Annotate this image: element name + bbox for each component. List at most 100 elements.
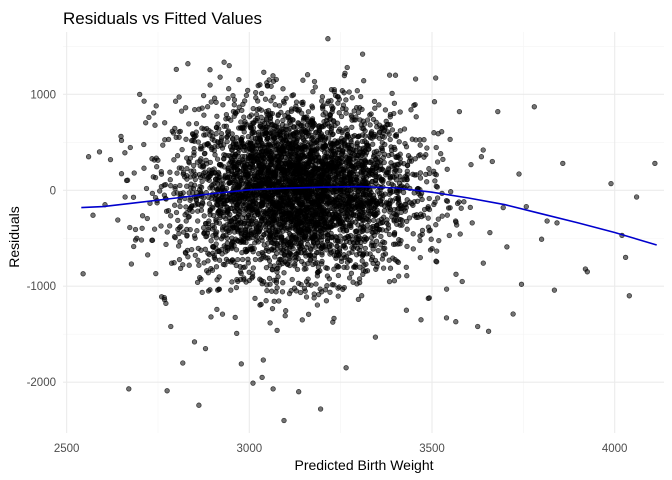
data-point bbox=[335, 272, 342, 279]
data-point bbox=[417, 193, 424, 199]
data-point bbox=[305, 276, 311, 282]
data-point bbox=[386, 191, 392, 197]
data-point bbox=[196, 171, 203, 178]
data-point bbox=[369, 254, 376, 260]
data-point bbox=[207, 212, 213, 218]
data-point bbox=[390, 241, 397, 247]
data-point bbox=[250, 274, 256, 280]
data-point bbox=[218, 131, 225, 137]
data-point bbox=[311, 78, 318, 85]
data-point bbox=[259, 201, 265, 207]
data-point bbox=[354, 88, 360, 94]
data-point bbox=[269, 157, 275, 164]
data-point bbox=[298, 145, 304, 151]
data-point bbox=[214, 229, 220, 235]
data-point bbox=[356, 194, 362, 200]
data-point bbox=[322, 137, 328, 144]
data-point bbox=[359, 125, 365, 131]
data-point bbox=[417, 237, 423, 244]
data-point bbox=[202, 150, 208, 157]
data-point bbox=[178, 165, 185, 171]
data-point bbox=[438, 151, 444, 157]
data-point bbox=[443, 286, 450, 292]
data-point bbox=[331, 158, 337, 164]
data-point bbox=[375, 247, 381, 254]
data-point bbox=[327, 171, 333, 177]
data-point bbox=[248, 125, 254, 131]
data-point bbox=[286, 290, 293, 297]
data-point bbox=[375, 218, 382, 224]
data-point bbox=[293, 222, 300, 228]
data-point bbox=[391, 100, 398, 106]
data-point bbox=[299, 235, 306, 241]
data-point bbox=[374, 264, 380, 270]
data-point bbox=[378, 233, 384, 240]
data-point bbox=[197, 146, 203, 152]
data-point bbox=[372, 334, 379, 340]
data-point bbox=[305, 260, 311, 267]
data-point bbox=[194, 279, 201, 286]
data-point bbox=[225, 152, 232, 159]
data-point bbox=[249, 130, 255, 136]
data-point bbox=[371, 149, 377, 155]
data-point bbox=[139, 225, 145, 231]
data-point bbox=[154, 164, 160, 170]
data-point bbox=[295, 229, 301, 236]
data-point bbox=[241, 114, 247, 120]
data-point bbox=[200, 164, 207, 170]
y-tick-label: 1000 bbox=[30, 89, 56, 101]
data-point bbox=[283, 95, 289, 102]
data-point bbox=[371, 98, 378, 105]
data-point bbox=[272, 135, 278, 141]
x-tick-label: 4000 bbox=[602, 443, 628, 455]
data-point bbox=[332, 210, 338, 216]
data-point bbox=[201, 213, 207, 219]
data-point bbox=[404, 243, 410, 250]
data-point bbox=[385, 225, 392, 231]
data-point bbox=[153, 155, 159, 161]
data-point bbox=[348, 112, 354, 118]
data-point bbox=[271, 298, 277, 304]
data-point bbox=[386, 180, 392, 186]
data-point bbox=[264, 282, 270, 288]
data-point bbox=[204, 104, 211, 110]
x-tick-label: 3500 bbox=[419, 443, 445, 455]
data-point bbox=[346, 223, 352, 229]
data-point bbox=[413, 137, 419, 143]
data-point bbox=[444, 212, 450, 218]
data-point bbox=[374, 124, 380, 130]
data-point bbox=[358, 169, 364, 175]
data-point bbox=[458, 205, 464, 211]
data-point bbox=[376, 150, 382, 157]
data-point bbox=[250, 249, 256, 255]
data-point bbox=[325, 36, 331, 42]
data-point bbox=[253, 89, 259, 96]
data-point bbox=[209, 136, 215, 142]
data-point bbox=[325, 194, 331, 200]
data-point bbox=[274, 146, 280, 152]
data-point bbox=[195, 201, 201, 208]
y-tick-label: -1000 bbox=[27, 281, 56, 293]
data-point bbox=[298, 250, 304, 256]
data-point bbox=[158, 223, 164, 229]
data-point bbox=[358, 243, 364, 250]
data-point bbox=[264, 137, 270, 143]
data-point bbox=[245, 134, 251, 140]
data-point bbox=[292, 255, 298, 261]
data-point bbox=[264, 83, 271, 89]
data-point bbox=[343, 365, 349, 371]
data-point bbox=[423, 171, 429, 178]
data-point bbox=[263, 227, 269, 233]
data-point bbox=[226, 86, 232, 92]
data-point bbox=[453, 319, 459, 325]
data-point bbox=[183, 136, 189, 142]
data-point bbox=[167, 223, 173, 229]
data-point bbox=[305, 311, 312, 317]
data-point bbox=[353, 233, 359, 239]
data-point bbox=[360, 192, 366, 198]
data-point bbox=[398, 237, 404, 244]
data-point bbox=[249, 221, 255, 227]
data-point bbox=[309, 103, 315, 109]
data-point bbox=[247, 164, 253, 171]
data-point bbox=[309, 235, 315, 241]
